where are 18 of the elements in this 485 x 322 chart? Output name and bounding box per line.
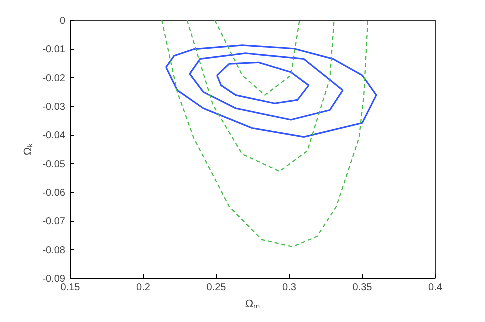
y-tick-label: -0.03 [42, 102, 66, 113]
y-tick-label: -0.08 [42, 245, 66, 256]
y-tick-label: -0.05 [42, 159, 66, 170]
y-tick-label: 0 [60, 16, 66, 27]
x-tick-label: 0.3 [282, 282, 297, 294]
x-axis-title: Ωₘ [245, 298, 261, 310]
y-tick-label: -0.01 [42, 44, 66, 56]
y-tick-label: -0.04 [42, 130, 66, 142]
y-tick-label: -0.07 [42, 216, 66, 228]
x-tick-label: 0.35 [352, 282, 373, 294]
x-tick-label: 0.2 [136, 282, 151, 294]
y-tick-label: -0.09 [42, 274, 66, 285]
y-tick-label: -0.02 [42, 73, 66, 84]
x-tick-label: 0.25 [206, 282, 227, 294]
y-tick-label: -0.06 [42, 188, 66, 199]
x-tick-label: 0.15 [60, 282, 81, 294]
y-axis-title: Ωₖ [22, 143, 35, 156]
x-tick-label: 0.4 [428, 282, 443, 294]
